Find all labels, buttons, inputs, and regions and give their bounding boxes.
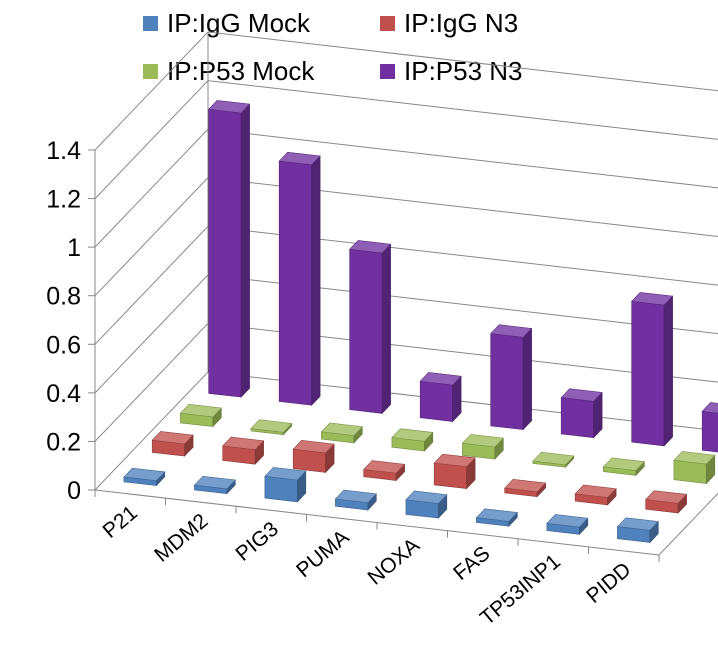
gridline	[94, 128, 718, 248]
bar	[292, 439, 335, 474]
gridlines	[94, 31, 718, 556]
bar	[574, 484, 617, 506]
y-tick-label: 1	[67, 234, 81, 262]
bars	[123, 100, 718, 544]
tick-labels: 0 0.2 0.4 0.6 0.8 1 1.2 1.4 P21 MDM2 PIG3 PUMA NOXA F…	[46, 137, 635, 630]
legend-item-igg-mock: IP:IgG Mock	[143, 8, 310, 39]
bar	[490, 324, 533, 431]
bar	[320, 422, 363, 444]
bar	[151, 431, 194, 457]
x-tick-label: PUMA	[292, 526, 353, 583]
x-tick-label: MDM2	[150, 509, 212, 566]
gridline	[94, 80, 718, 199]
bar	[560, 388, 603, 439]
bar	[475, 508, 518, 527]
legend-label-p53-mock: IP:P53 Mock	[167, 56, 315, 86]
bar	[363, 460, 406, 482]
bar	[546, 514, 589, 536]
legend-swatch-igg-mock	[143, 16, 158, 31]
bar	[250, 419, 293, 436]
legend-swatch-igg-n3	[380, 16, 395, 31]
y-tick-label: 1.4	[46, 137, 81, 165]
legend-label-igg-mock: IP:IgG Mock	[167, 8, 311, 38]
bar	[701, 402, 718, 453]
gridline	[94, 274, 718, 394]
x-tick-label: PIDD	[582, 558, 635, 608]
y-tick-label: 1.2	[46, 186, 81, 214]
y-tick-label: 0.8	[46, 283, 81, 311]
legend-item-p53-mock: IP:P53 Mock	[143, 56, 314, 87]
bar	[222, 436, 265, 465]
bar	[461, 434, 504, 460]
x-tick-label: FAS	[449, 542, 494, 585]
bar	[433, 453, 476, 490]
axes	[88, 149, 660, 562]
bar	[602, 457, 645, 477]
x-tick-label: PIG3	[231, 517, 282, 565]
legend-swatch-p53-mock	[143, 64, 158, 79]
y-tick-label: 0	[67, 477, 81, 505]
y-tick-label: 0.4	[46, 380, 81, 408]
bar	[208, 100, 251, 398]
floor-right-edge	[658, 492, 718, 556]
bar	[504, 478, 547, 498]
bar	[405, 490, 448, 519]
bar	[631, 292, 674, 447]
bar	[334, 489, 377, 511]
bar	[532, 451, 575, 468]
gridline	[94, 177, 718, 297]
bar	[123, 467, 166, 487]
bar	[278, 151, 321, 406]
bar	[419, 372, 462, 423]
bar	[391, 428, 434, 452]
bar	[349, 240, 392, 415]
y-tick-label: 0.6	[46, 331, 81, 359]
bar	[673, 451, 716, 485]
y-tick-label: 0.2	[46, 428, 81, 456]
legend-swatch-p53-n3	[380, 64, 395, 79]
bar	[645, 490, 688, 514]
legend-item-igg-n3: IP:IgG N3	[380, 8, 518, 39]
chart-legend: IP:IgG Mock IP:IgG N3 IP:P53 Mock IP:P53…	[0, 0, 718, 100]
bar	[179, 403, 222, 428]
legend-label-igg-n3: IP:IgG N3	[404, 8, 519, 38]
gridline	[94, 322, 718, 442]
bar	[264, 467, 307, 503]
bar	[616, 517, 659, 544]
x-tick-label: NOXA	[364, 534, 424, 590]
gridline	[94, 225, 718, 345]
gridline	[94, 31, 718, 151]
x-tick-label: P21	[99, 501, 142, 543]
bar	[193, 475, 236, 495]
